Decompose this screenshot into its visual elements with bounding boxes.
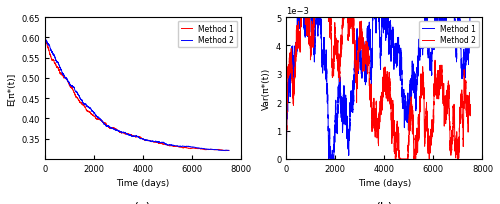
Line: Method 2: Method 2 xyxy=(45,38,229,151)
Y-axis label: E[π*(t)]: E[π*(t)] xyxy=(7,72,16,105)
Method 1 xyxy=(320,44,326,46)
X-axis label: Time (days): Time (days) xyxy=(358,178,411,187)
Method 2 xyxy=(186,146,192,148)
Method 2 xyxy=(402,158,408,160)
Method 1 xyxy=(42,37,48,39)
Method 1 xyxy=(226,150,232,152)
Method 2 xyxy=(283,156,289,159)
Method 2 xyxy=(111,128,117,131)
Method 2 xyxy=(466,104,472,106)
Line: Method 1: Method 1 xyxy=(286,0,470,159)
Method 1 xyxy=(222,150,228,152)
Method 1 xyxy=(80,104,86,106)
Method 1 xyxy=(111,127,117,130)
Method 2 xyxy=(428,131,434,133)
Method 1 xyxy=(283,158,289,160)
X-axis label: Time (days): Time (days) xyxy=(116,178,170,187)
Method 1 xyxy=(81,105,87,108)
Line: Method 1: Method 1 xyxy=(45,38,229,151)
Method 2 xyxy=(467,108,473,111)
Method 1 xyxy=(186,147,192,150)
Method 2 xyxy=(81,103,87,105)
Method 2 xyxy=(392,158,398,160)
Text: (a): (a) xyxy=(134,201,152,204)
Text: (b): (b) xyxy=(376,201,393,204)
Method 1 xyxy=(226,150,232,152)
Method 2 xyxy=(352,55,358,57)
Method 1 xyxy=(428,60,434,62)
Legend: Method 1, Method 2: Method 1, Method 2 xyxy=(178,22,238,48)
Method 2 xyxy=(42,37,48,39)
Method 2 xyxy=(226,149,232,152)
Method 2 xyxy=(42,37,48,39)
Method 1 xyxy=(352,69,358,72)
Legend: Method 1, Method 2: Method 1, Method 2 xyxy=(419,22,478,48)
Method 1 xyxy=(160,143,166,146)
Method 1 xyxy=(467,16,473,19)
Y-axis label: Var(π*(t)): Var(π*(t)) xyxy=(262,68,270,110)
Method 1 xyxy=(42,37,48,39)
Method 2 xyxy=(160,142,166,144)
Method 1 xyxy=(466,31,472,34)
Method 1 xyxy=(402,111,408,113)
Method 2 xyxy=(220,150,226,152)
Line: Method 2: Method 2 xyxy=(286,0,470,159)
Method 2 xyxy=(226,150,232,152)
Method 1 xyxy=(322,72,328,75)
Method 2 xyxy=(80,101,86,103)
